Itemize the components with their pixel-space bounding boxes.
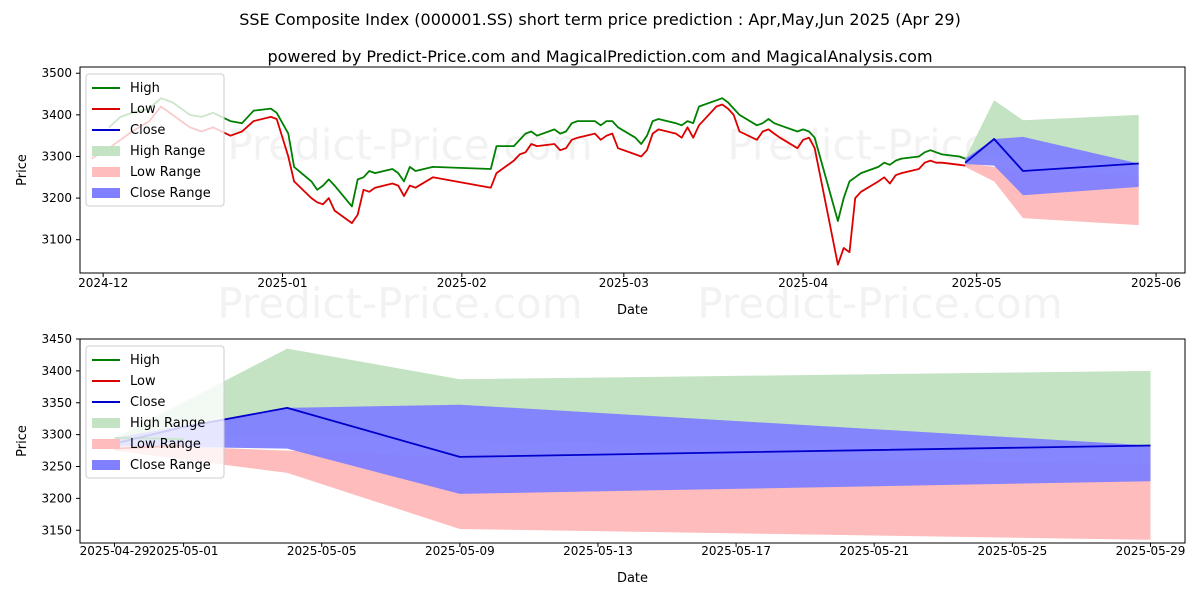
x-axis-label: Date <box>617 571 648 586</box>
top-panel: Predict-Price.com Predict-Price.comPredic… <box>15 66 1186 328</box>
watermark: Predict-Price.com <box>217 279 582 328</box>
legend-label: Low <box>130 374 156 389</box>
legend-swatch-close-range <box>92 460 120 470</box>
x-tick-label: 2025-03 <box>599 276 649 290</box>
close-range-band <box>114 404 1151 494</box>
legend-label: High <box>130 81 160 96</box>
watermark: Predict-Price.com <box>227 121 592 170</box>
plot-area-0: Predict-Price.com Predict-Price.com <box>91 97 1139 266</box>
x-tick-label: 2025-05-13 <box>563 544 633 558</box>
x-tick-label: 2025-05-29 <box>1116 544 1186 558</box>
legend: High Low Close High Range Low Range Close Ran… <box>85 73 225 207</box>
chart-title: SSE Composite Index (000001.SS) short te… <box>239 10 961 29</box>
y-axis-label: Price <box>15 425 30 457</box>
y-tick-label: 3450 <box>41 332 72 346</box>
chart-subtitle: powered by Predict-Price.com and Magical… <box>267 47 932 66</box>
legend-label: Close Range <box>130 458 211 473</box>
legend-box <box>85 345 225 479</box>
legend-label: Low Range <box>130 437 201 452</box>
low-series-line <box>91 103 966 266</box>
legend-swatch-low-range <box>92 439 120 449</box>
axes-frame <box>79 66 1186 274</box>
close-range-band <box>965 136 1139 196</box>
y-axis-label: Price <box>15 154 30 186</box>
legend-swatch-low-range <box>92 167 120 177</box>
x-axis-label: Date <box>617 303 648 318</box>
x-tick-label: 2025-05-05 <box>287 544 357 558</box>
x-tick-label: 2025-02 <box>437 276 487 290</box>
legend-label: High <box>130 353 160 368</box>
y-tick-label: 3350 <box>41 396 72 410</box>
legend-swatch-close-range <box>92 188 120 198</box>
x-tick-label: 2025-05-17 <box>701 544 771 558</box>
legend-label: Close <box>130 123 165 138</box>
legend-label: High Range <box>130 416 205 431</box>
y-tick-label: 3150 <box>41 523 72 537</box>
legend-swatch-high-range <box>92 146 120 156</box>
x-tick-label: 2024-12 <box>78 276 128 290</box>
legend: High Low Close High Range Low Range Close Ran… <box>85 345 225 479</box>
x-tick-label: 2025-05-09 <box>425 544 495 558</box>
watermark: Predict-Price.com <box>697 279 1062 328</box>
legend-label: Close <box>130 395 165 410</box>
y-tick-label: 3400 <box>41 108 72 122</box>
x-tick-label: 2025-04 <box>778 276 828 290</box>
y-tick-label: 3200 <box>41 191 72 205</box>
y-tick-label: 3300 <box>41 428 72 442</box>
legend-swatch-high-range <box>92 418 120 428</box>
legend-label: Low <box>130 102 156 117</box>
legend-label: Close Range <box>130 186 211 201</box>
y-tick-label: 3500 <box>41 66 72 80</box>
y-tick-label: 3300 <box>41 149 72 163</box>
x-tick-label: 2025-05-01 <box>149 544 219 558</box>
close-series-line <box>964 138 1139 172</box>
x-tick-label: 2025-05 <box>952 276 1002 290</box>
y-tick-label: 3100 <box>41 233 72 247</box>
y-tick-label: 3200 <box>41 491 72 505</box>
axes-frame <box>79 338 1186 544</box>
x-tick-label: 2025-05-25 <box>977 544 1047 558</box>
legend-label: Low Range <box>130 165 201 180</box>
legend-box <box>85 73 225 207</box>
y-tick-label: 3400 <box>41 364 72 378</box>
y-tick-label: 3250 <box>41 460 72 474</box>
high-series-line <box>108 97 966 222</box>
x-tick-label: 2025-04-29 <box>80 544 150 558</box>
x-tick-label: 2025-06 <box>1131 276 1181 290</box>
x-tick-label: 2025-05-21 <box>839 544 909 558</box>
x-tick-label: 2025-01 <box>257 276 307 290</box>
legend-label: High Range <box>130 144 205 159</box>
